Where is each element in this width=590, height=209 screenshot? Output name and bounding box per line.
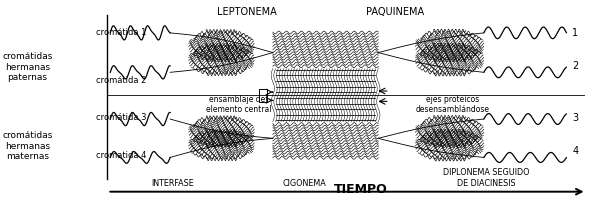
Text: cromátida 2: cromátida 2 (96, 76, 146, 85)
Text: INTERFASE: INTERFASE (152, 178, 194, 187)
FancyBboxPatch shape (258, 89, 267, 102)
Text: cromátida 1: cromátida 1 (96, 28, 146, 37)
Text: 3: 3 (572, 113, 578, 123)
Text: TIEMPO: TIEMPO (335, 183, 388, 196)
Text: 1: 1 (572, 28, 578, 38)
Text: LEPTONEMA: LEPTONEMA (217, 7, 277, 17)
Text: cromatida 4: cromatida 4 (96, 151, 146, 160)
Text: cromátidas
hermanas
maternas: cromátidas hermanas maternas (2, 131, 53, 161)
Text: ejes proteícos
desensamblándose: ejes proteícos desensamblándose (415, 95, 490, 114)
Text: 2: 2 (572, 61, 578, 71)
Text: PAQUINEMA: PAQUINEMA (366, 7, 424, 17)
Text: cromátida 3: cromátida 3 (96, 113, 146, 122)
Text: 4: 4 (572, 146, 578, 156)
Text: cromátidas
hermanas
paternas: cromátidas hermanas paternas (2, 52, 53, 82)
Text: CIGONEMA: CIGONEMA (282, 178, 326, 187)
Text: ensamblaje del
elemento central: ensamblaje del elemento central (206, 95, 271, 114)
Text: DIPLONEMA SEGUIDO
DE DIACINESIS: DIPLONEMA SEGUIDO DE DIACINESIS (444, 168, 530, 187)
